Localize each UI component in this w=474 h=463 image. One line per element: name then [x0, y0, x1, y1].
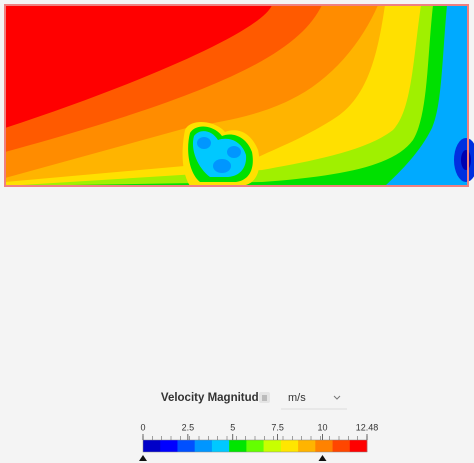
- colorbar-segment: [315, 440, 333, 452]
- colorbar-segment: [246, 440, 264, 452]
- colorbar-segment: [280, 440, 299, 452]
- colorbar-segment: [211, 440, 230, 452]
- contour-plot: [4, 4, 474, 187]
- tick-label: 10: [317, 422, 327, 432]
- tick-label: 2.5: [182, 422, 195, 432]
- colorbar-segment: [160, 440, 178, 452]
- tick-label: 0: [140, 422, 145, 432]
- field-region: [5, 5, 272, 128]
- colorbar-segment: [263, 440, 282, 452]
- info-button[interactable]: [259, 392, 270, 403]
- range-handle[interactable]: [318, 455, 327, 461]
- colorbar-segment: [143, 440, 161, 452]
- legend: Velocity Magnitude m/s 0 2.5 5 7.5 10 12.48: [139, 386, 379, 461]
- range-handle[interactable]: [139, 455, 147, 461]
- field-region: [227, 146, 241, 158]
- legend-title: Velocity Magnitude: [161, 392, 265, 404]
- field-region: [213, 159, 231, 173]
- field-region: [461, 150, 471, 170]
- domain-outline: [4, 4, 469, 187]
- colorbar-segment: [194, 440, 213, 452]
- info-icon: [262, 395, 267, 401]
- tick-label: 5: [230, 422, 235, 432]
- colorbar-segment: [298, 440, 316, 452]
- tick-label: 12.48: [356, 422, 379, 432]
- tick-label: 7.5: [271, 422, 284, 432]
- dropdown-chevron: [333, 395, 341, 400]
- colorbar-segment: [349, 440, 368, 452]
- unit-label: m/s: [288, 392, 306, 404]
- field-region: [197, 137, 211, 149]
- colorbar-segment: [332, 440, 351, 452]
- colorbar-segment: [177, 440, 195, 452]
- colorbar-segment: [229, 440, 247, 452]
